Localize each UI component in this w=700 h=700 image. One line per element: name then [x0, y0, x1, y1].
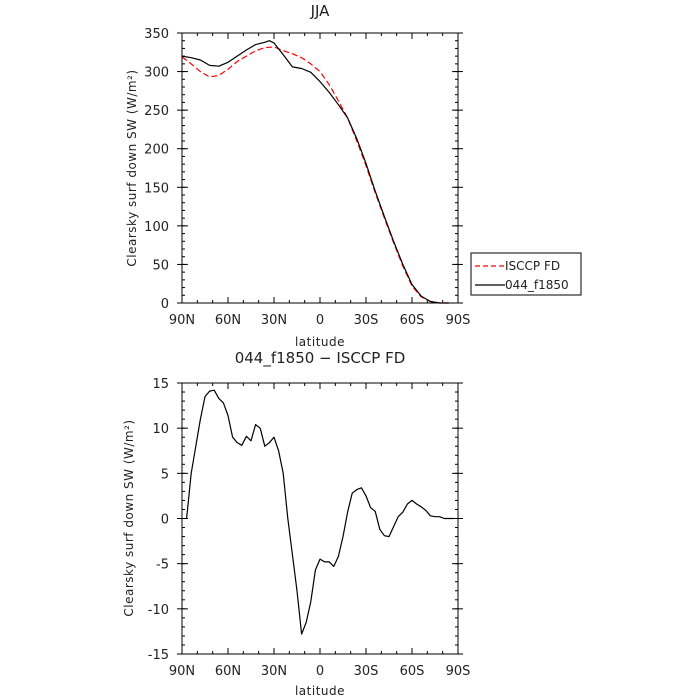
top-xtick-label: 60S — [400, 313, 425, 328]
bottom-xtick-label: 90S — [446, 664, 471, 679]
top-series-group — [181, 40, 449, 304]
bottom-ylabel: Clearsky surf down SW (W/m²) — [122, 419, 136, 616]
top-series-line-isccp-fd — [181, 46, 449, 304]
bottom-ytick-label: 0 — [161, 513, 169, 528]
top-panel: JJA latitude Clearsky surf down SW (W/m²… — [125, 2, 470, 349]
top-ytick-label: 50 — [152, 258, 169, 273]
top-series-line-044-f1850 — [181, 40, 449, 304]
bottom-xtick-label: 60S — [400, 664, 425, 679]
top-xtick-label: 30S — [354, 313, 379, 328]
bottom-ytick-label: -10 — [148, 603, 169, 618]
top-ytick-label: 0 — [161, 297, 169, 312]
top-xtick-label: 90N — [169, 313, 195, 328]
legend-label-model: 044_f1850 — [505, 278, 569, 292]
top-ytick-label: 250 — [144, 104, 169, 119]
top-xtick-label: 0 — [316, 313, 324, 328]
bottom-xtick-label: 30S — [354, 664, 379, 679]
top-plot-frame — [181, 32, 459, 304]
top-xtick-label: 90S — [446, 313, 471, 328]
bottom-series-line-0 — [186, 389, 454, 635]
bottom-xlabel: latitude — [295, 684, 345, 698]
bottom-ytick-label: 15 — [152, 377, 169, 392]
bottom-series-group — [186, 389, 454, 635]
bottom-ytick-label: 5 — [161, 467, 169, 482]
top-xtick-label: 30N — [261, 313, 287, 328]
top-xlabel: latitude — [295, 335, 345, 349]
top-xtick-label: 60N — [215, 313, 241, 328]
bottom-xtick-label: 0 — [316, 664, 324, 679]
bottom-panel: 044_f1850 − ISCCP FD latitude Clearsky s… — [122, 349, 470, 698]
top-ytick-label: 100 — [144, 220, 169, 235]
legend-box — [470, 252, 582, 296]
bottom-ytick-label: -5 — [156, 558, 169, 573]
top-ytick-label: 200 — [144, 143, 169, 158]
top-ytick-label: 300 — [144, 66, 169, 81]
bottom-ytick-label: 10 — [152, 422, 169, 437]
top-ytick-label: 350 — [144, 27, 169, 42]
bottom-xtick-label: 30N — [261, 664, 287, 679]
bottom-xtick-label: 90N — [169, 664, 195, 679]
bottom-plot-frame — [181, 382, 459, 655]
legend-label-isccp: ISCCP FD — [505, 259, 560, 273]
legend: ISCCP FD 044_f1850 — [470, 252, 582, 296]
top-ylabel: Clearsky surf down SW (W/m²) — [125, 69, 139, 266]
top-tick-group: 90N 60N 30N 0 30S 60S 90S 0 50 100 150 200 250 300 350 — [144, 27, 470, 328]
top-ytick-label: 150 — [144, 181, 169, 196]
bottom-ytick-label: -15 — [148, 648, 169, 663]
bottom-title: 044_f1850 − ISCCP FD — [235, 349, 406, 368]
top-title: JJA — [310, 2, 331, 20]
bottom-tick-group: 90N 60N 30N 0 30S 60S 90S -15 -10 -5 0 5 10 15 — [148, 377, 471, 679]
bottom-xtick-label: 60N — [215, 664, 241, 679]
